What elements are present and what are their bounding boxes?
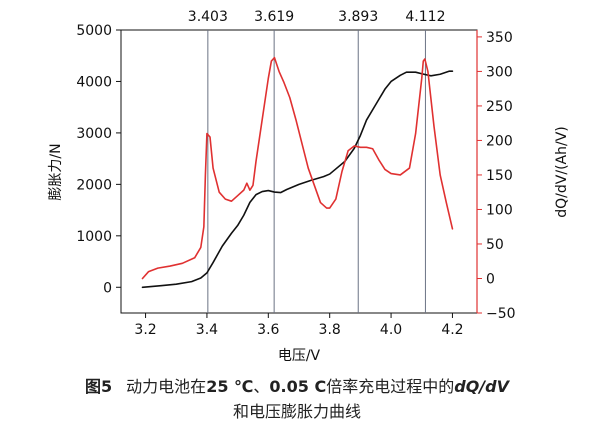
series-dqdv <box>141 56 454 280</box>
caption-dqdv: dQ/dV <box>454 377 510 396</box>
figure-caption-line2: 和电压膨胀力曲线 <box>233 402 361 421</box>
x-tick-label: 4.2 <box>441 322 463 338</box>
y-left-tick-label: 2000 <box>76 177 112 193</box>
marker-lines: 3.403 3.619 3.893 4.112 <box>188 9 445 313</box>
y-right-tick-label: 300 <box>486 64 513 80</box>
y-right-tick-label: −50 <box>486 306 516 322</box>
y-right-tick-label: 350 <box>486 30 513 46</box>
expansion-force-line <box>141 70 454 289</box>
marker-label: 3.403 <box>188 9 228 25</box>
caption-fig-prefix: 图 <box>85 377 101 396</box>
plot-frame <box>120 29 478 314</box>
caption-part-c: 倍率充电过程中的 <box>326 377 454 396</box>
marker-label: 3.893 <box>338 9 378 25</box>
x-tick-label: 4.0 <box>380 322 402 338</box>
x-axis-ticks: 3.2 3.4 3.6 3.8 4.0 4.2 <box>134 313 464 338</box>
x-tick-label: 3.6 <box>257 322 279 338</box>
caption-temperature: 25 ℃ <box>206 377 253 396</box>
y-right-tick-label: 100 <box>486 202 513 218</box>
series-expansion-force <box>141 70 454 289</box>
caption-rate: 0.05 C <box>269 377 326 396</box>
y-right-tick-label: 250 <box>486 99 513 115</box>
y-left-axis-ticks: 0 1000 2000 3000 4000 5000 <box>76 23 121 296</box>
y-right-tick-label: 200 <box>486 133 513 149</box>
marker-label: 4.112 <box>405 9 445 25</box>
y-left-tick-label: 4000 <box>76 74 112 90</box>
dqdv-line <box>141 56 454 280</box>
figure-caption-line1: 图5 动力电池在25 ℃、0.05 C倍率充电过程中的dQ/dV <box>85 377 511 396</box>
x-tick-label: 3.2 <box>134 322 156 338</box>
y-right-tick-label: 0 <box>486 271 495 287</box>
caption-fig-number: 5 <box>101 377 112 396</box>
caption-part-a: 动力电池在 <box>126 377 206 396</box>
y-left-tick-label: 0 <box>103 280 112 296</box>
y-right-tick-label: 50 <box>486 237 504 253</box>
y-right-axis-title: dQ/dV/(Ah/V) <box>554 126 570 217</box>
x-tick-label: 3.4 <box>196 322 218 338</box>
y-left-tick-label: 5000 <box>76 23 112 39</box>
y-left-tick-label: 1000 <box>76 229 112 245</box>
y-left-tick-label: 3000 <box>76 126 112 142</box>
y-left-axis-title: 膨胀力/N <box>47 143 64 200</box>
x-tick-label: 3.8 <box>319 322 341 338</box>
y-right-tick-label: 150 <box>486 168 513 184</box>
caption-separator: 、 <box>253 377 269 396</box>
x-axis-title: 电压/V <box>278 348 321 364</box>
y-right-axis-ticks: −50 0 50 100 150 200 250 300 350 <box>476 30 516 322</box>
marker-label: 3.619 <box>254 9 294 25</box>
